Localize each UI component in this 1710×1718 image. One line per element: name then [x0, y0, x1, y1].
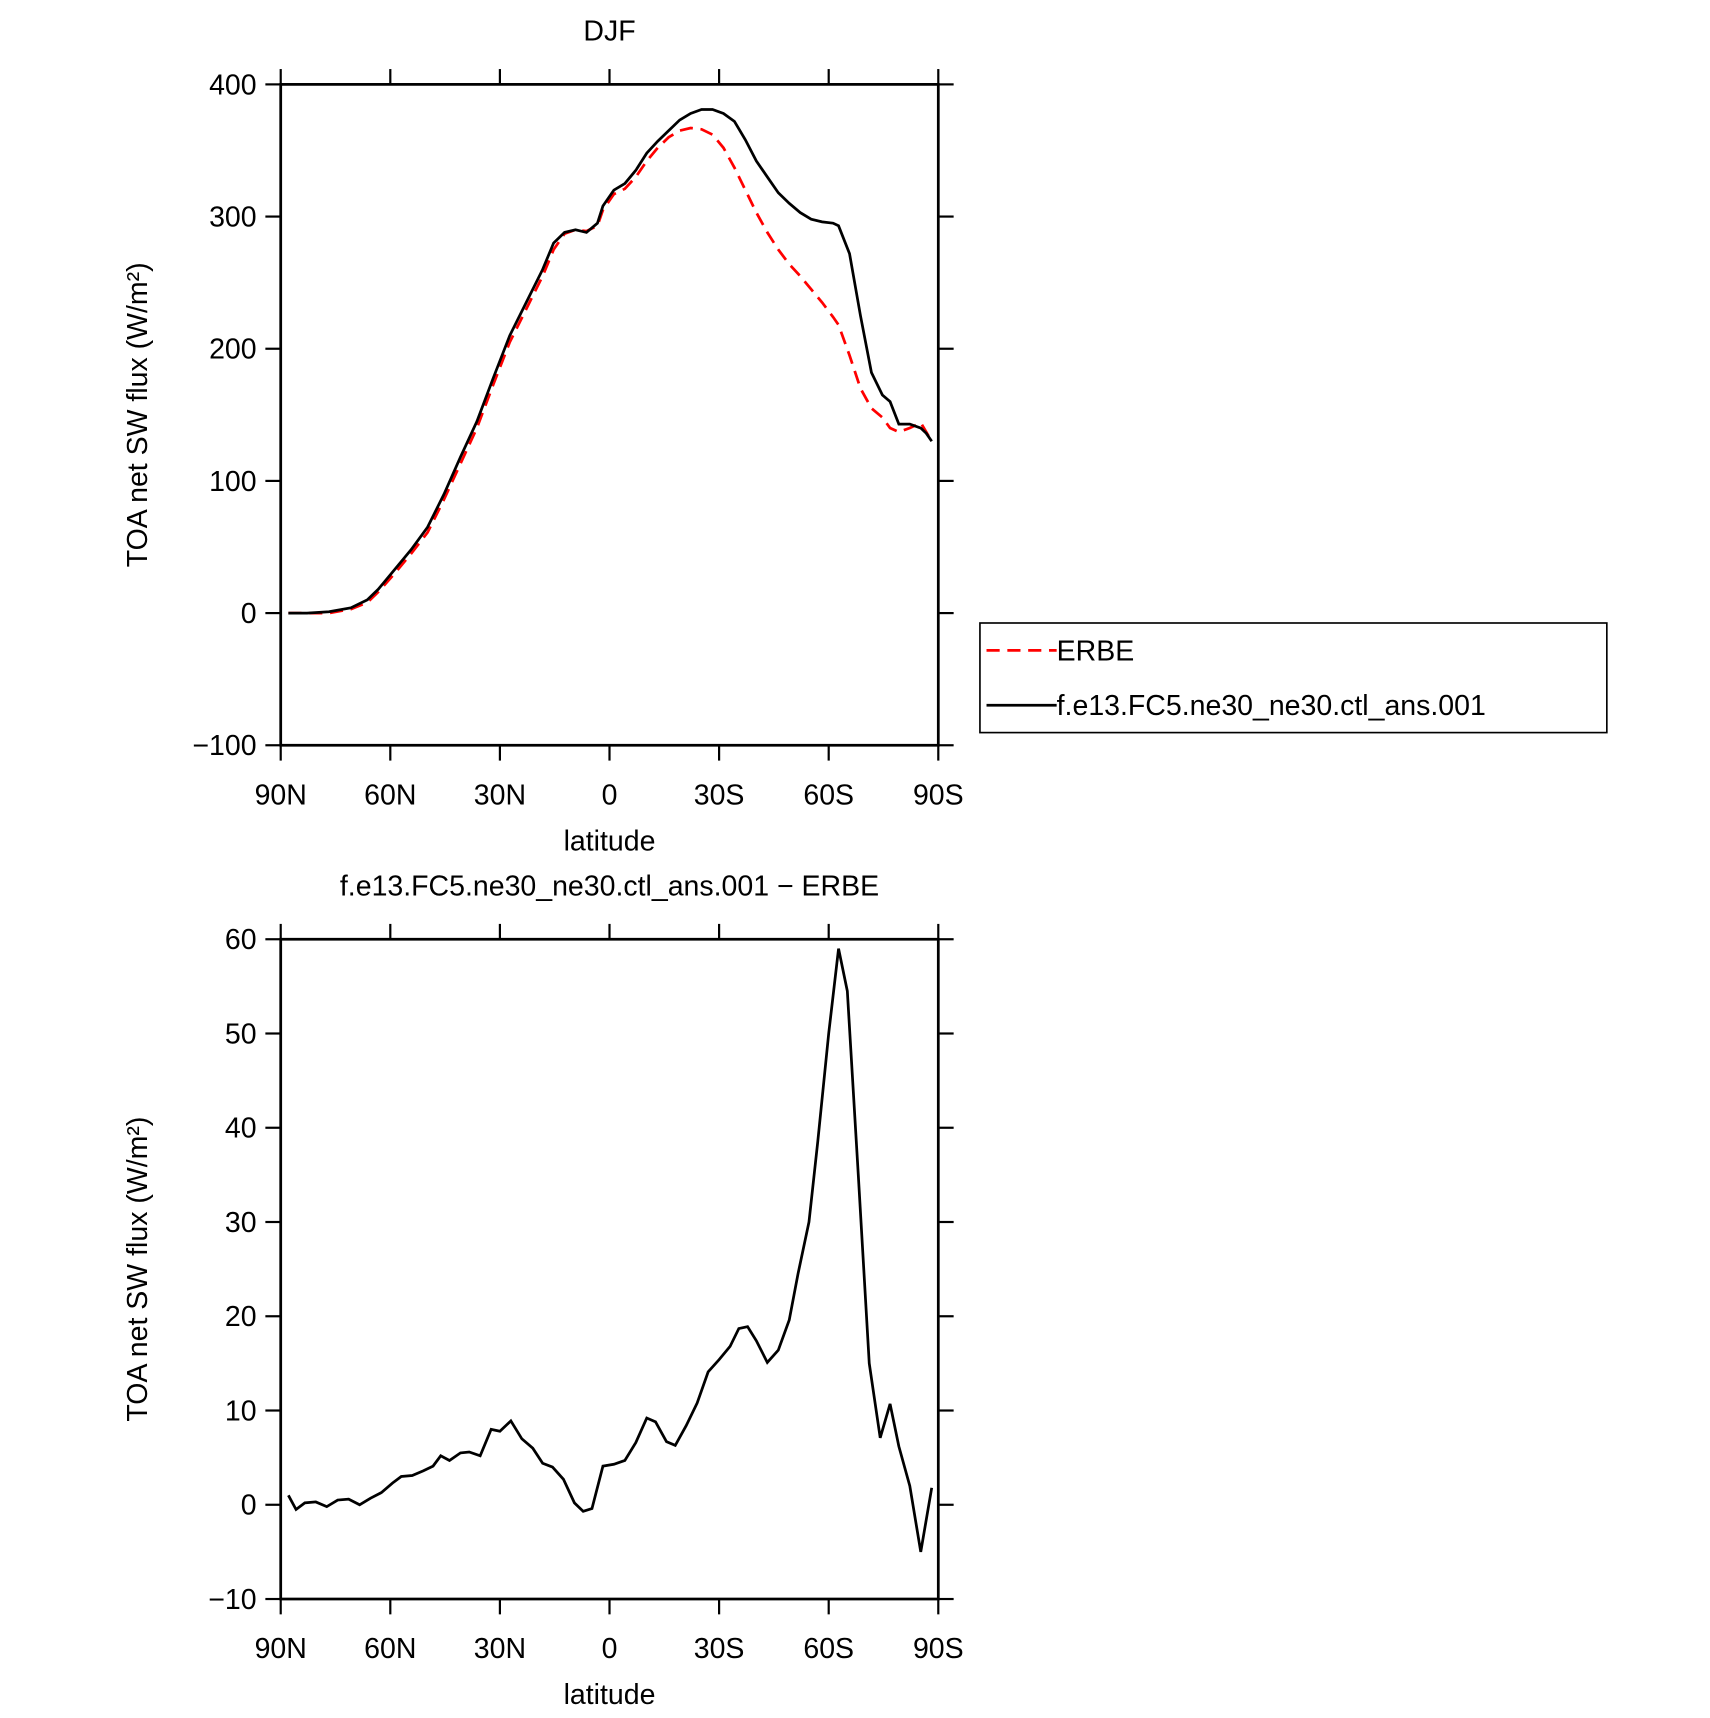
- y-axis-label: TOA net SW flux (W/m²): [122, 1117, 154, 1422]
- chart-title: f.e13.FC5.ne30_ne30.ctl_ans.001 − ERBE: [340, 870, 879, 902]
- x-axis-label: latitude: [564, 825, 656, 857]
- y-tick-label: 40: [225, 1113, 257, 1145]
- x-tick-label: 30S: [694, 779, 745, 811]
- x-tick-label: 90N: [255, 779, 307, 811]
- x-tick-label: 90N: [255, 1633, 307, 1665]
- x-tick-label: 60N: [364, 1633, 416, 1665]
- y-tick-label: 50: [225, 1018, 257, 1050]
- plot-frame: [279, 83, 940, 747]
- data-line: [288, 108, 933, 615]
- legend-label: f.e13.FC5.ne30_ne30.ctl_ans.001: [1057, 690, 1486, 722]
- x-tick-label: 90S: [913, 1633, 964, 1665]
- data-line: [288, 126, 933, 615]
- legend-box: [979, 622, 1608, 734]
- y-tick-label: 10: [225, 1395, 257, 1427]
- y-tick-label: 400: [209, 69, 257, 101]
- x-tick-label: 60N: [364, 779, 416, 811]
- x-tick-label: 30N: [474, 1633, 526, 1665]
- y-tick-label: 0: [241, 598, 257, 630]
- y-tick-label: 200: [209, 334, 257, 366]
- plot-frame: [279, 937, 940, 1601]
- y-tick-label: 0: [241, 1490, 257, 1522]
- data-line: [287, 948, 934, 1553]
- y-tick-label: 20: [225, 1301, 257, 1333]
- y-axis-label: TOA net SW flux (W/m²): [122, 262, 154, 567]
- x-tick-label: 60S: [803, 779, 854, 811]
- y-tick-label: −10: [208, 1584, 256, 1616]
- y-tick-label: 100: [209, 466, 257, 498]
- x-tick-label: 30S: [694, 1633, 745, 1665]
- x-tick-label: 90S: [913, 779, 964, 811]
- x-tick-label: 0: [602, 779, 618, 811]
- y-tick-label: 60: [225, 924, 257, 956]
- x-tick-label: 30N: [474, 779, 526, 811]
- chart-title: DJF: [583, 16, 635, 48]
- y-tick-label: 300: [209, 201, 257, 233]
- y-tick-label: −100: [192, 730, 256, 762]
- y-tick-label: 30: [225, 1207, 257, 1239]
- x-axis-label: latitude: [564, 1679, 656, 1711]
- x-tick-label: 60S: [803, 1633, 854, 1665]
- x-tick-label: 0: [602, 1633, 618, 1665]
- legend-label: ERBE: [1057, 635, 1135, 667]
